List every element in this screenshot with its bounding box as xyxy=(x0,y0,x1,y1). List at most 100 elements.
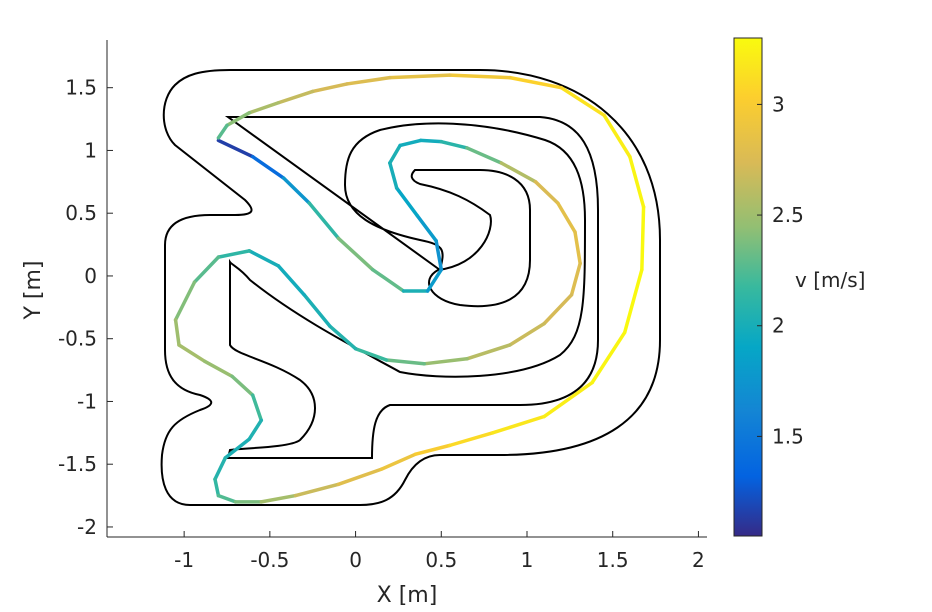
racing-line-segment xyxy=(499,161,538,184)
racing-line-segment xyxy=(439,139,469,150)
racing-line-segment xyxy=(302,293,332,328)
racing-line-segment xyxy=(465,343,512,361)
racing-line-segment xyxy=(177,343,207,364)
outer-track-boundary xyxy=(160,69,661,506)
axes xyxy=(106,40,707,538)
y-tick-label: 1 xyxy=(84,138,97,162)
racing-line-segment xyxy=(345,75,392,86)
racing-line-segment xyxy=(247,249,281,268)
x-tick-label: 2 xyxy=(692,548,705,572)
racing-line-segment xyxy=(422,357,469,366)
x-tick-label: 0 xyxy=(349,548,362,572)
racing-line-segment xyxy=(250,154,286,180)
racing-line-segment xyxy=(448,73,512,80)
colorbar-tick-label: 2.5 xyxy=(772,203,804,227)
racing-line-segment xyxy=(173,318,181,347)
racing-line-segment xyxy=(310,82,349,94)
racing-line-segment xyxy=(216,249,252,259)
racing-line-segment xyxy=(602,113,632,159)
racing-line-segment xyxy=(622,267,644,335)
colorbar-tick-label: 1.5 xyxy=(772,424,804,448)
racing-line-segment xyxy=(336,467,384,487)
y-tick-label: -1 xyxy=(77,389,97,413)
racing-line-segment xyxy=(336,236,375,272)
racing-line-segment xyxy=(640,205,646,272)
racing-line-segment xyxy=(213,456,228,482)
racing-line-segment xyxy=(559,85,606,118)
racing-line-segment xyxy=(328,324,358,351)
x-tick-label: -0.5 xyxy=(250,548,289,572)
racing-line xyxy=(173,73,646,504)
racing-line-segment xyxy=(413,443,452,456)
colorbar-tick-label: 2 xyxy=(772,314,785,338)
racing-line-segment xyxy=(388,73,452,80)
colorbar-tick-label: 3 xyxy=(772,92,785,116)
racing-line-segment xyxy=(223,437,252,460)
plot-area xyxy=(160,69,661,506)
racing-line-segment xyxy=(216,493,238,504)
racing-line-segment xyxy=(276,264,306,297)
x-tick-label: 1 xyxy=(521,548,534,572)
racing-line-segment xyxy=(247,101,281,115)
racing-line-segment xyxy=(434,239,444,272)
racing-line-segment xyxy=(276,89,315,105)
racing-line-segment xyxy=(230,374,255,397)
x-axis-label: X [m] xyxy=(377,583,438,608)
racing-line-segment xyxy=(388,161,399,190)
racing-line-segment xyxy=(398,138,423,148)
racing-line-segment xyxy=(379,452,418,471)
racing-line-segment xyxy=(216,123,229,140)
racing-line-segment xyxy=(508,75,564,90)
track-boundaries xyxy=(160,69,661,506)
racing-line-segment xyxy=(590,330,627,385)
racing-line-segment xyxy=(293,482,341,498)
racing-line-segment xyxy=(490,414,546,435)
racing-line-segment xyxy=(384,358,426,366)
racing-line-segment xyxy=(247,418,264,441)
racing-line-segment xyxy=(418,138,444,144)
racing-line-segment xyxy=(533,180,560,205)
colorbar-bar xyxy=(733,37,763,537)
racing-line-segment xyxy=(213,477,221,498)
racing-line-segment xyxy=(569,261,582,297)
y-tick-label: 0.5 xyxy=(65,201,97,225)
racing-line-segment xyxy=(202,359,234,379)
y-axis-label: Y [m] xyxy=(21,260,46,320)
x-axis-ticks: -1 -0.5 0 0.5 1 1.5 2 xyxy=(174,531,705,572)
racing-line-segment xyxy=(465,146,504,165)
racing-line-segment xyxy=(250,393,264,423)
racing-line-segment xyxy=(192,255,221,284)
racing-line-segment xyxy=(370,267,406,293)
racing-line-segment xyxy=(307,201,341,241)
colorbar: 1.5 2 2.5 3 v [m/s] xyxy=(733,37,865,537)
racing-line-segment xyxy=(394,186,420,218)
racing-line-segment xyxy=(353,346,389,362)
racing-line-segment xyxy=(281,176,312,205)
y-tick-label: 1.5 xyxy=(65,76,97,100)
racing-line-segment xyxy=(542,293,574,326)
y-tick-label: -2 xyxy=(77,515,97,539)
y-tick-label: -1.5 xyxy=(58,452,97,476)
y-tick-label: -0.5 xyxy=(58,327,97,351)
racing-line-segment xyxy=(448,431,495,448)
racing-line-segment xyxy=(542,380,594,419)
colorbar-label: v [m/s] xyxy=(795,268,865,292)
racing-line-segment xyxy=(573,230,582,266)
racing-line-segment xyxy=(425,267,444,293)
racing-line-segment xyxy=(556,201,577,234)
racing-line-segment xyxy=(628,154,646,209)
racing-line-segment xyxy=(216,138,255,159)
x-tick-label: 0.5 xyxy=(425,548,457,572)
racing-line-segment xyxy=(173,280,197,322)
racing-line-segment xyxy=(225,111,252,128)
y-tick-label: 0 xyxy=(84,264,97,288)
racing-line-segment xyxy=(415,213,438,243)
racing-line-segment xyxy=(259,493,298,504)
inner-track-boundary xyxy=(224,116,599,459)
colorbar-ticks: 1.5 2 2.5 3 xyxy=(757,92,804,448)
racing-line-segment xyxy=(508,321,546,347)
racing-line-segment xyxy=(388,143,402,165)
x-tick-label: -1 xyxy=(174,548,194,572)
inner-island-boundary xyxy=(410,169,531,308)
